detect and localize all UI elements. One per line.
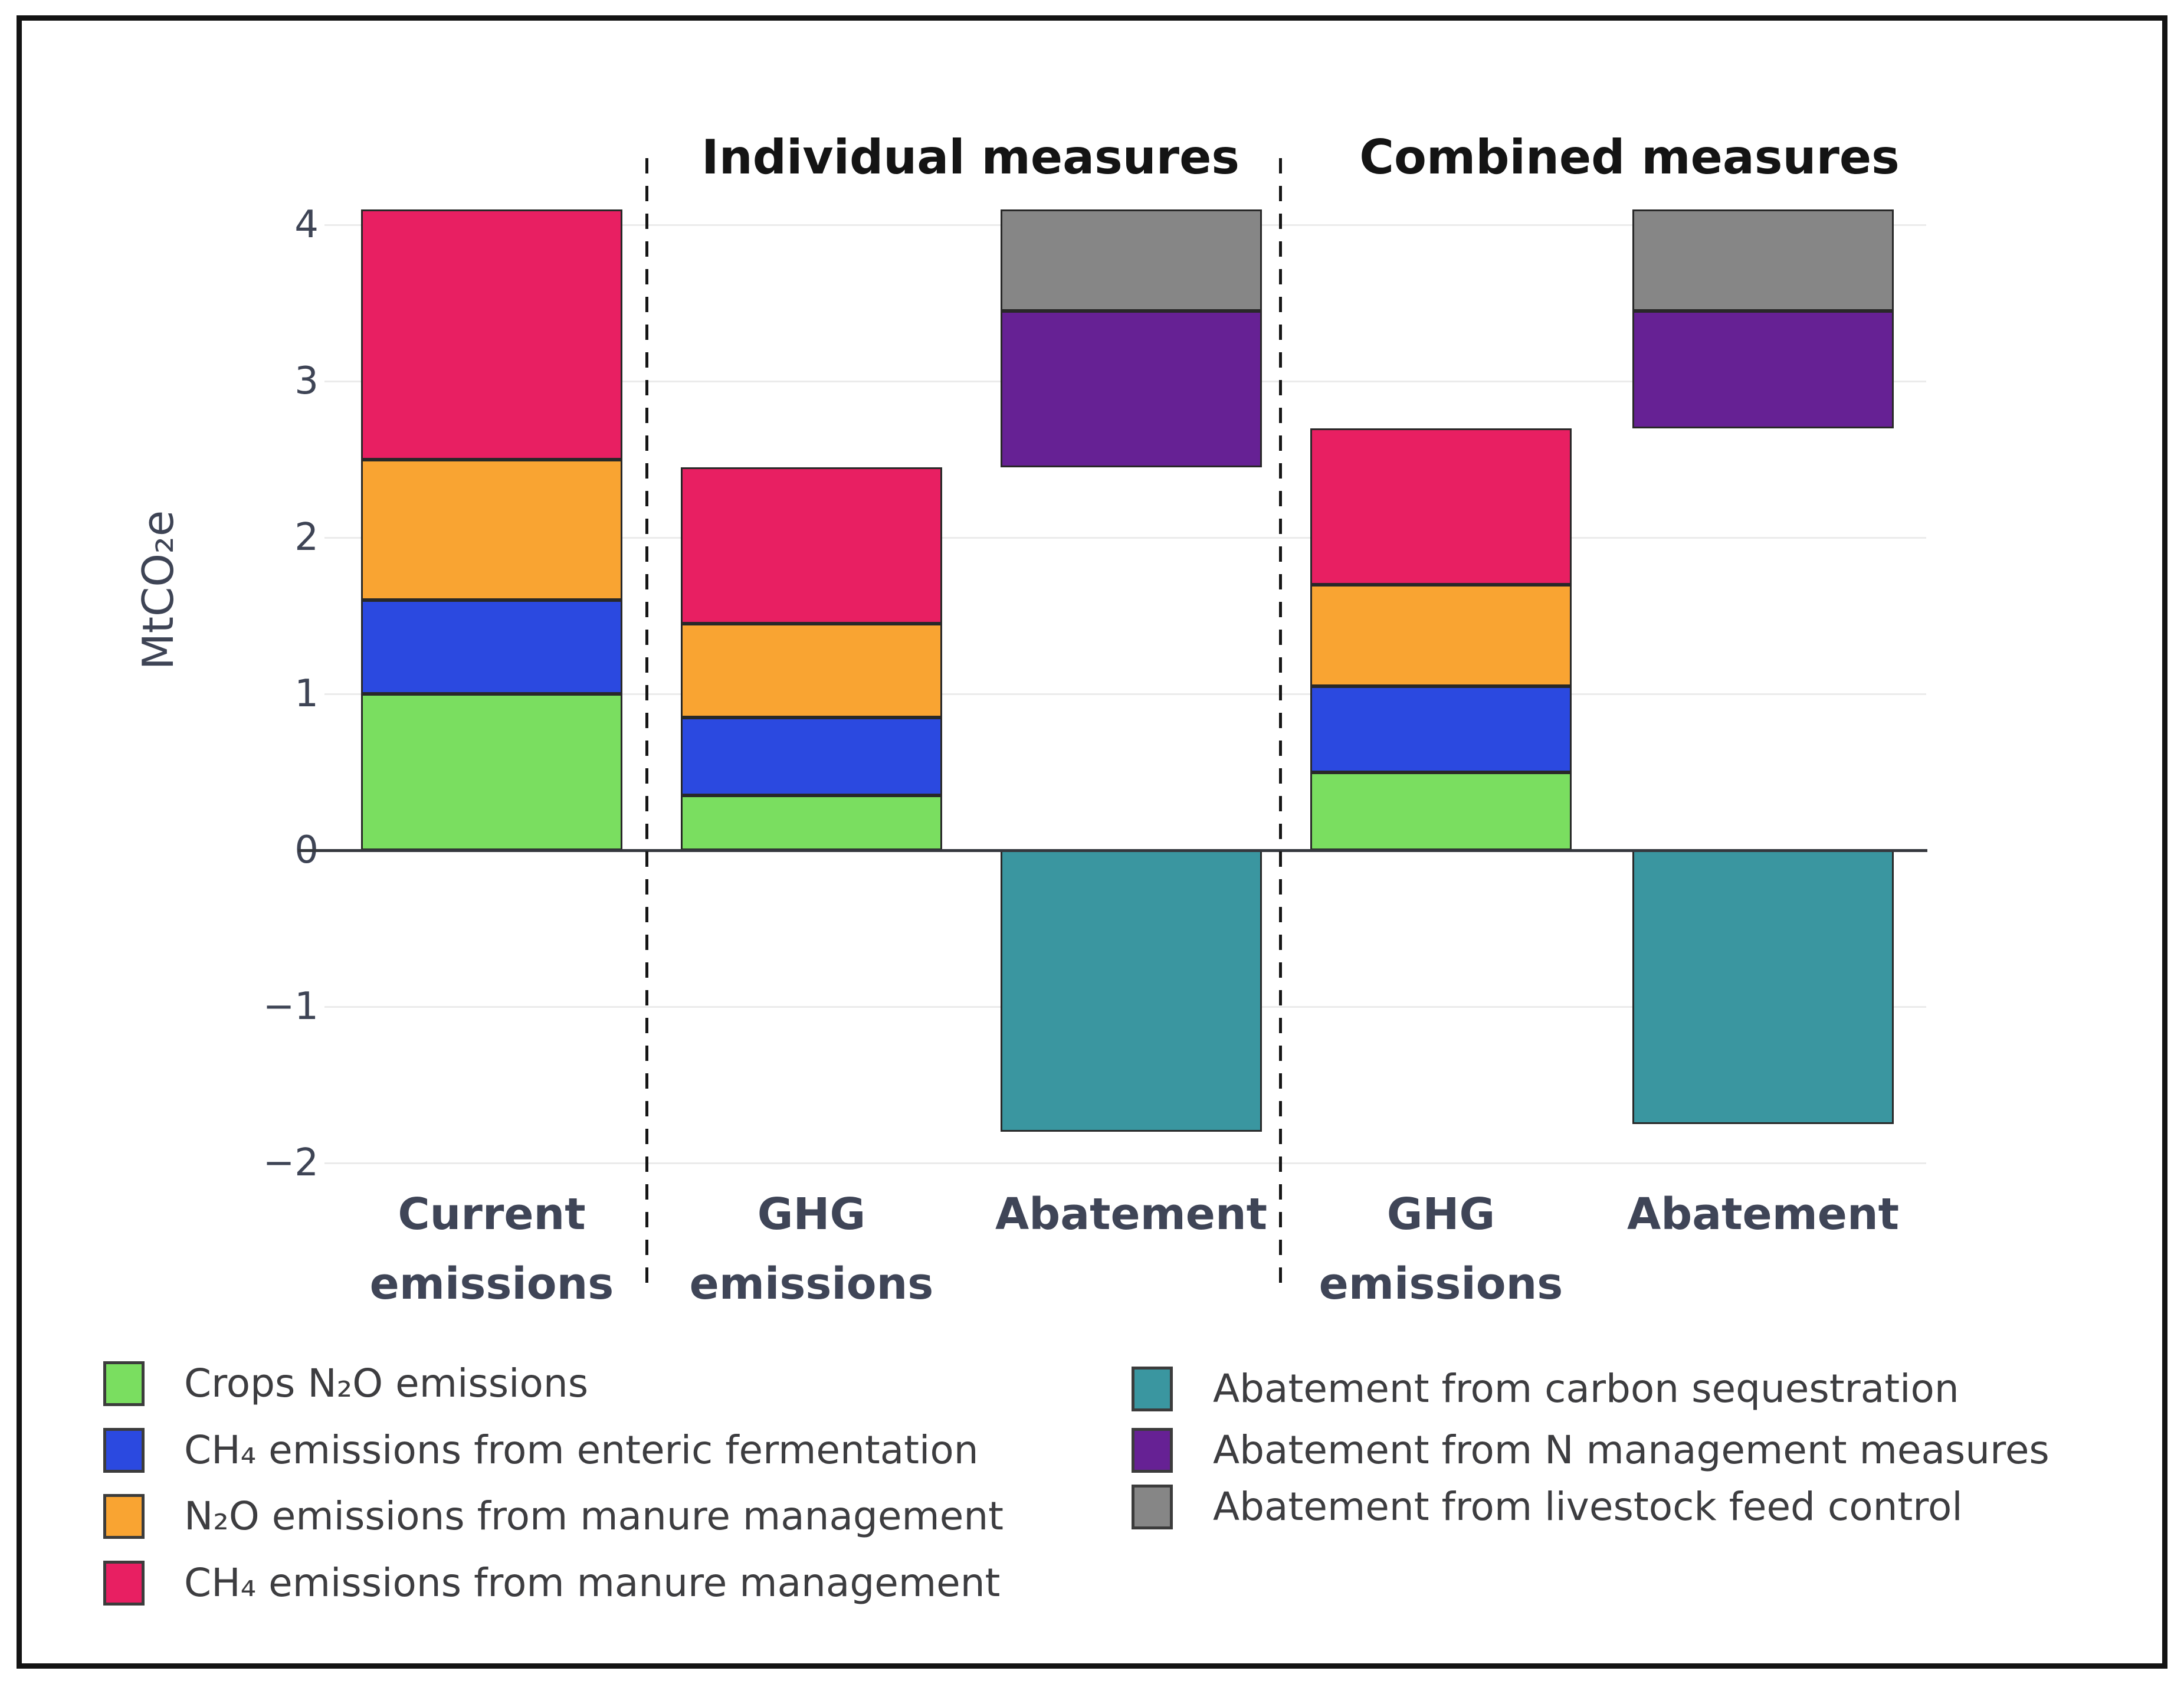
legend-swatch-n2o_manure <box>103 1494 145 1539</box>
legend-label-ch4_enteric: CH₄ emissions from enteric fermentation <box>184 1427 979 1473</box>
legend-label-n2o_manure: N₂O emissions from manure management <box>184 1493 1004 1539</box>
legend-swatch-abate_feed <box>1132 1485 1173 1529</box>
legend-swatch-crops_n2o <box>103 1361 145 1406</box>
legend-swatch-abate_n <box>1132 1428 1173 1473</box>
section-title-combined: Combined measures <box>1359 130 1900 185</box>
legend-label-abate_carbon: Abatement from carbon sequestration <box>1213 1366 1959 1411</box>
bar-segment-crops_n2o <box>361 694 622 850</box>
y-tick-label: −2 <box>263 1141 319 1185</box>
bar-segment-ch4_enteric <box>1310 686 1572 772</box>
bar-segment-abate_feed <box>1632 209 1894 311</box>
figure-border <box>17 15 2167 1669</box>
y-tick-label: 4 <box>294 203 319 247</box>
y-tick-label: −1 <box>263 985 319 1028</box>
bar-segment-ch4_manure <box>361 209 622 460</box>
legend-swatch-ch4_enteric <box>103 1428 145 1473</box>
y-tick-label: 3 <box>294 359 319 403</box>
x-category-label: Abatement <box>995 1189 1268 1240</box>
bar-segment-ch4_manure <box>1310 428 1572 585</box>
x-category-label: emissions <box>369 1259 614 1309</box>
x-category-label: Abatement <box>1626 1189 1900 1240</box>
bar-segment-n2o_manure <box>361 459 622 600</box>
bar-segment-abate_carbon <box>1001 850 1262 1132</box>
legend-swatch-ch4_manure <box>103 1561 145 1606</box>
x-category-label: Current <box>398 1189 586 1240</box>
bar-segment-ch4_enteric <box>681 717 942 796</box>
x-category-label: GHG <box>1386 1189 1496 1240</box>
bar-segment-abate_carbon <box>1632 850 1894 1124</box>
gridline <box>324 693 1926 695</box>
x-axis-line <box>298 848 1927 852</box>
bar-segment-ch4_enteric <box>361 600 622 694</box>
legend-label-crops_n2o: Crops N₂O emissions <box>184 1361 589 1406</box>
x-category-label: GHG <box>757 1189 866 1240</box>
bar-segment-crops_n2o <box>681 795 942 850</box>
y-tick-label: 1 <box>294 672 319 716</box>
gridline <box>324 536 1926 539</box>
bar-segment-ch4_manure <box>681 467 942 624</box>
legend-label-abate_feed: Abatement from livestock feed control <box>1213 1484 1963 1529</box>
x-category-label: emissions <box>1319 1259 1563 1309</box>
section-title-individual: Individual measures <box>701 130 1239 185</box>
legend-label-ch4_manure: CH₄ emissions from manure management <box>184 1560 1001 1606</box>
dashed-separator <box>645 158 648 1290</box>
y-axis-label: MtCO₂e <box>133 510 183 670</box>
gridline <box>324 1162 1926 1164</box>
bar-segment-n2o_manure <box>1310 584 1572 686</box>
x-category-label: emissions <box>689 1259 934 1309</box>
bar-segment-abate_feed <box>1001 209 1262 311</box>
legend-swatch-abate_carbon <box>1132 1367 1173 1411</box>
dashed-separator <box>1278 158 1282 1290</box>
bar-segment-abate_n <box>1632 310 1894 428</box>
bar-segment-abate_n <box>1001 310 1262 467</box>
bar-segment-n2o_manure <box>681 623 942 717</box>
legend-label-abate_n: Abatement from N management measures <box>1213 1427 2049 1473</box>
y-tick-label: 2 <box>294 516 319 559</box>
bar-segment-crops_n2o <box>1310 772 1572 850</box>
